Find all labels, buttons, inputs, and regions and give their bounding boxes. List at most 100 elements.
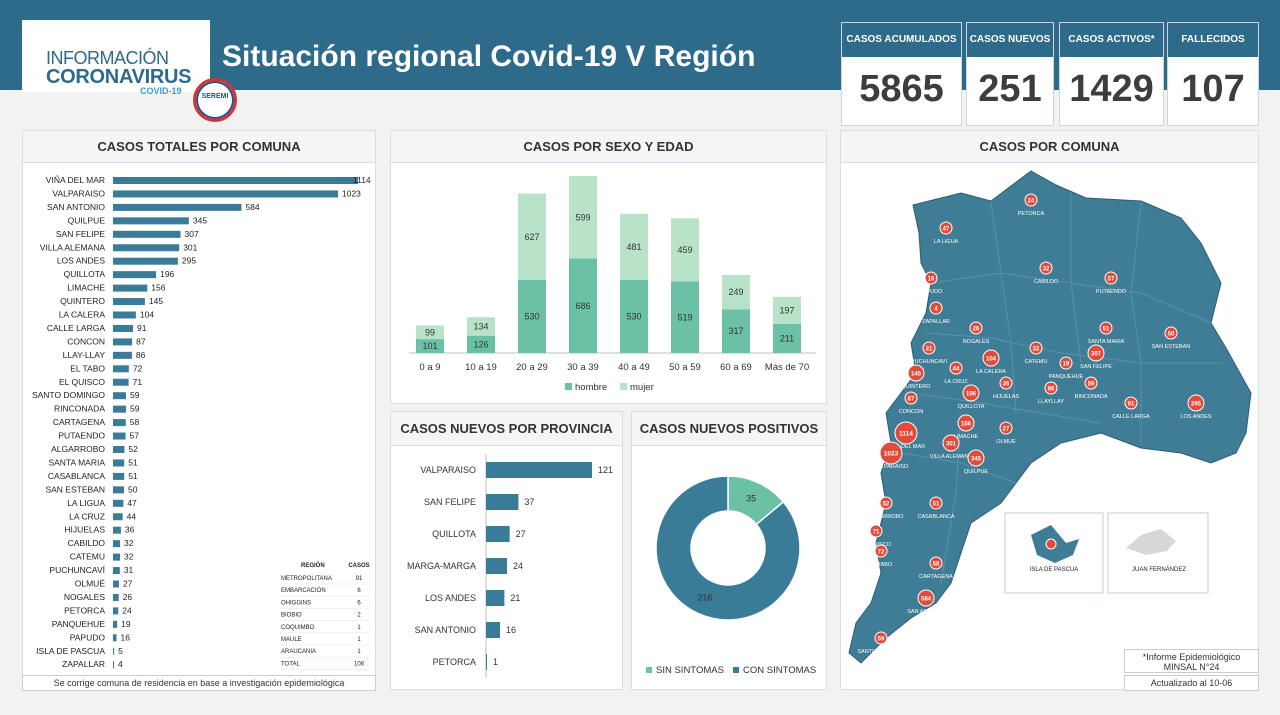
map-borders <box>900 193 1221 584</box>
comuna-value: 26 <box>123 592 133 602</box>
comuna-bar <box>113 634 117 642</box>
kpi-label: CASOS ACTIVOS* <box>1060 23 1163 57</box>
map-marker-value: 307 <box>1091 352 1102 358</box>
comuna-label: CONCON <box>67 336 105 346</box>
map-marker-value: 196 <box>966 392 977 398</box>
map-comuna-label: QUINTERO <box>901 384 931 390</box>
map-marker-value: 57 <box>1108 277 1115 283</box>
bar-hombre <box>620 279 648 353</box>
comuna-label: SAN ESTEBAN <box>45 484 105 494</box>
map-marker-value: 156 <box>961 422 972 428</box>
map-marker <box>939 221 953 235</box>
map-comuna-label: CASABLANCA <box>918 514 955 520</box>
donut-value: 216 <box>697 592 712 602</box>
seremi-label: SEREMI <box>201 93 229 100</box>
bar-hombre <box>467 335 495 353</box>
map-region-shape <box>848 170 1252 664</box>
comuna-label: ISLA DE PASCUA <box>36 646 105 656</box>
x-tick-label: 0 a 9 <box>419 362 440 373</box>
comuna-label: PAPUDO <box>70 632 106 642</box>
footnote: Se corrige comuna de residencia en base … <box>22 675 376 691</box>
map-marker-value: 59 <box>1088 382 1095 388</box>
map-comuna-label: PANQUEHUE <box>1049 374 1084 380</box>
region-table-cell: TOTAL <box>281 661 300 667</box>
panel-title: CASOS NUEVOS POSITIVOS <box>632 412 826 446</box>
map-marker-value: 59 <box>878 637 885 643</box>
comuna-bar <box>113 419 126 427</box>
comuna-bar <box>113 203 242 211</box>
map-comuna-label: PUTAENDO <box>1096 289 1127 295</box>
comuna-bar <box>113 607 119 615</box>
provincia-bar <box>486 526 510 542</box>
x-tick-label: 10 a 19 <box>465 362 497 373</box>
comuna-bar <box>113 392 126 400</box>
updated-date: Actualizado al 10-06 <box>1124 675 1259 691</box>
provincia-label: SAN ANTONIO <box>415 625 476 635</box>
comuna-label: CATEMU <box>70 552 105 562</box>
map-marker-value: 27 <box>1003 427 1010 433</box>
donut-value: 35 <box>746 494 756 504</box>
comuna-value: 1114 <box>353 175 371 185</box>
map-marker <box>874 631 888 645</box>
seremi-seal-icon: SEREMI <box>193 78 237 122</box>
comuna-label: SAN ANTONIO <box>47 202 105 212</box>
map-marker-value: 4 <box>934 307 938 313</box>
region-table-cell: EMBARCACIÓN <box>281 587 326 594</box>
bar-mujer <box>518 193 546 280</box>
comuna-bar <box>113 405 126 413</box>
map-marker-value: 87 <box>908 397 915 403</box>
comuna-label: ALGARROBO <box>51 444 105 454</box>
comuna-bar <box>113 661 114 669</box>
bar-hombre <box>518 279 546 353</box>
region-table-cell: 1 <box>357 649 361 655</box>
x-tick-label: Más de 70 <box>765 362 809 373</box>
map-comuna-label: EL QUISCO <box>861 542 891 548</box>
map-marker <box>1124 396 1138 410</box>
chart-sexo-edad: 101 99 0 a 9 126 134 10 a 19 530 627 20 a 29 686 5… <box>409 176 816 393</box>
kpi-casos-nuevos: CASOS NUEVOS 251 <box>966 22 1054 126</box>
map-marker-value: 52 <box>883 502 890 508</box>
map-comuna-label: SAN ESTEBAN <box>1152 344 1191 350</box>
map-marker-value: 32 <box>1043 267 1050 273</box>
comuna-value: 86 <box>136 350 146 360</box>
comuna-bar <box>113 472 125 480</box>
map-comuna-label: VILLA ALEMANA <box>930 454 973 460</box>
comuna-label: EL TABO <box>70 363 105 373</box>
kpi-casos-acumulados: CASOS ACUMULADOS 5865 <box>841 22 962 126</box>
comuna-value: 196 <box>160 269 174 279</box>
map-marker <box>904 391 918 405</box>
map-comuna-label: LIMACHE <box>954 434 979 440</box>
map-comuna-label: CONCON <box>899 409 923 415</box>
map-comuna-label: LA CALERA <box>976 369 1006 375</box>
comuna-value: 36 <box>125 525 135 535</box>
map-marker-value: 16 <box>928 277 935 283</box>
comuna-value: 1023 <box>342 188 361 198</box>
map-comuna-label: RINCONADA <box>1074 394 1107 400</box>
legend-sin-sintomas-label: SIN SINTOMAS <box>656 665 724 676</box>
x-tick-label: 50 a 59 <box>669 362 701 373</box>
kpi-label: FALLECIDOS <box>1168 23 1258 57</box>
map-marker-value: 71 <box>873 530 880 536</box>
map-marker <box>1024 193 1038 207</box>
map-marker <box>929 301 943 315</box>
bar-mujer <box>467 317 495 336</box>
marker-isla-pascua <box>1045 538 1057 550</box>
map-marker <box>1059 356 1073 370</box>
region-table-cell: ARAUCANIA <box>281 649 316 655</box>
map-marker <box>1044 381 1058 395</box>
map-marker <box>967 449 985 467</box>
map-marker-value: 145 <box>911 372 922 378</box>
comuna-value: 27 <box>123 579 133 589</box>
provincia-label: SAN FELIPE <box>424 497 476 507</box>
map-comuna-label: ALGARROBO <box>869 514 905 520</box>
label-mujer: 99 <box>425 327 435 337</box>
map-marker-value: 301 <box>946 442 957 448</box>
region-table-cell: 108 <box>354 661 365 667</box>
comuna-bar <box>113 553 121 561</box>
comuna-value: 71 <box>133 377 143 387</box>
comuna-label: SANTO DOMINGO <box>32 390 105 400</box>
comuna-label: OLMUÉ <box>75 579 106 589</box>
comuna-bar <box>113 432 126 440</box>
